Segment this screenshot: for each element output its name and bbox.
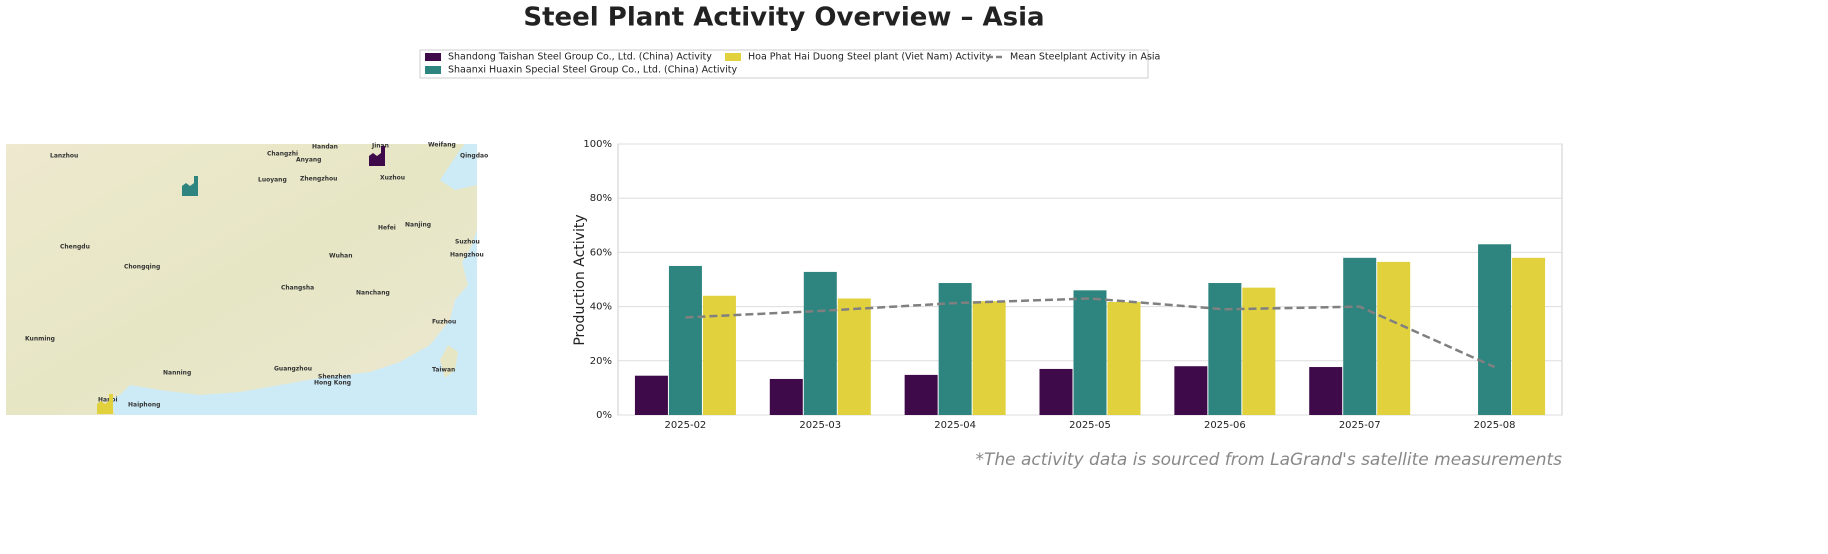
map-label: Changzhi xyxy=(267,151,298,158)
legend-label: Hoa Phat Hai Duong Steel plant (Viet Nam… xyxy=(748,52,991,63)
bar xyxy=(938,283,972,415)
x-tick-label: 2025-08 xyxy=(1474,420,1516,431)
map-label: Chengdu xyxy=(60,244,90,251)
footnote: *The activity data is sourced from LaGra… xyxy=(975,450,1562,470)
bar xyxy=(769,378,803,415)
bar xyxy=(634,375,668,415)
map-label: Nanning xyxy=(163,370,191,377)
map-label: Nanchang xyxy=(356,290,390,297)
bar xyxy=(837,298,871,415)
y-axis-label: Production Activity xyxy=(572,214,588,345)
legend-swatch xyxy=(425,53,441,61)
legend-swatch xyxy=(425,66,441,74)
y-tick-label: 20% xyxy=(590,356,612,367)
x-tick-label: 2025-05 xyxy=(1069,420,1111,431)
plant-marker xyxy=(369,146,385,166)
map-label: Qingdao xyxy=(460,153,488,160)
bar xyxy=(1107,301,1141,415)
bar xyxy=(1377,261,1411,415)
y-tick-label: 40% xyxy=(590,302,612,313)
x-tick-label: 2025-04 xyxy=(934,420,976,431)
map-label: Fuzhou xyxy=(432,319,456,326)
map-label: Anyang xyxy=(296,157,321,164)
bar xyxy=(668,265,702,415)
map-label: Lanzhou xyxy=(50,153,78,160)
bar xyxy=(1512,257,1546,415)
bar xyxy=(904,374,938,415)
y-tick-label: 0% xyxy=(596,410,612,421)
legend-label: Mean Steelplant Activity in Asia xyxy=(1010,52,1160,63)
map-label: Jinan xyxy=(371,143,389,150)
map-label: Hanoi xyxy=(98,397,118,404)
y-tick-label: 60% xyxy=(590,247,612,258)
map-label: Shenzhen xyxy=(318,374,351,381)
bar xyxy=(1242,287,1276,415)
title: Steel Plant Activity Overview – Asia xyxy=(523,3,1044,33)
legend-box xyxy=(419,49,1149,79)
map xyxy=(6,144,477,415)
bar xyxy=(1478,244,1512,415)
bar xyxy=(1174,366,1208,415)
map-label: Zhengzhou xyxy=(300,176,337,183)
x-tick-label: 2025-07 xyxy=(1339,420,1381,431)
map-label: Handan xyxy=(312,144,338,151)
bar xyxy=(972,301,1006,415)
map-label: Changsha xyxy=(281,285,314,292)
bar xyxy=(1208,283,1242,415)
bar xyxy=(803,271,837,415)
map-label: Chongqing xyxy=(124,264,160,271)
x-tick-label: 2025-06 xyxy=(1204,420,1246,431)
mean-line xyxy=(685,297,1496,369)
legend-swatch xyxy=(725,53,741,61)
y-tick-label: 100% xyxy=(583,139,612,150)
map-sea xyxy=(110,230,477,415)
map-label: Wuhan xyxy=(329,253,352,260)
map-label: Kunming xyxy=(25,336,55,343)
bar xyxy=(1343,257,1377,415)
map-label: Suzhou xyxy=(455,239,480,246)
map-island xyxy=(440,345,458,378)
map-sea xyxy=(440,144,477,190)
legend-label: Shandong Taishan Steel Group Co., Ltd. (… xyxy=(448,52,712,63)
map-label: Weifang xyxy=(428,142,456,149)
map-label: Guangzhou xyxy=(274,366,312,373)
map-label: Hong Kong xyxy=(314,380,351,387)
map-label: Hangzhou xyxy=(450,252,484,259)
map-label: Hefei xyxy=(378,225,396,232)
map-label: Haiphong xyxy=(128,402,160,409)
x-tick-label: 2025-02 xyxy=(665,420,707,431)
plant-marker xyxy=(97,394,113,414)
bar xyxy=(1039,368,1073,415)
bar xyxy=(1309,367,1343,415)
x-tick-label: 2025-03 xyxy=(799,420,841,431)
map-label: Nanjing xyxy=(405,222,431,229)
y-tick-label: 80% xyxy=(590,193,612,204)
bar xyxy=(1073,290,1107,415)
legend-label: Shaanxi Huaxin Special Steel Group Co., … xyxy=(448,65,737,76)
bar xyxy=(702,295,736,415)
map-label: Taiwan xyxy=(432,367,455,374)
map-label: Xuzhou xyxy=(380,175,405,182)
plant-marker xyxy=(182,176,198,196)
map-label: Luoyang xyxy=(258,177,287,184)
